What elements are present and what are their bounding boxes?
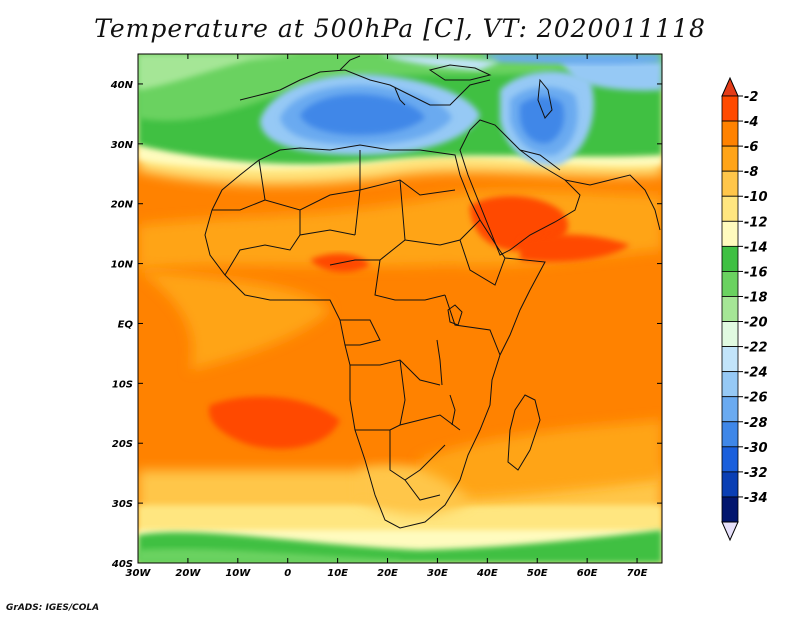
temperature-field: [138, 54, 662, 563]
lon-tick-label: 10W: [225, 568, 251, 579]
colorbar-swatch: [721, 220, 739, 247]
colorbar-label: -8: [744, 165, 758, 180]
lon-tick-label: 30E: [427, 568, 448, 579]
colorbar-swatch: [721, 446, 739, 473]
lat-tick-label: 40N: [110, 80, 134, 91]
lon-tick-label: 20W: [175, 568, 201, 579]
lon-tick-label: 0: [284, 568, 291, 579]
colorbar-label: -14: [744, 240, 768, 255]
lat-tick-label: 10S: [112, 379, 133, 390]
colorbar-label: -26: [744, 391, 768, 406]
colorbar-label: -28: [744, 416, 768, 431]
colorbar-swatch: [721, 471, 739, 498]
colorbar-label: -30: [744, 441, 768, 456]
colorbar-label: -18: [744, 290, 768, 305]
lat-tick-label: EQ: [118, 319, 134, 330]
colorbar-swatch: [721, 421, 739, 448]
lon-tick-label: 40E: [476, 568, 498, 579]
colorbar-swatch: [721, 245, 739, 272]
colorbar-swatch: [721, 120, 739, 147]
lon-tick-label: 20E: [377, 568, 398, 579]
colorbar-swatch: [721, 371, 739, 398]
lon-tick-label: 10E: [327, 568, 348, 579]
lon-tick-label: 70E: [627, 568, 648, 579]
colorbar-swatch: [721, 170, 739, 197]
lon-tick-label: 30W: [126, 568, 152, 579]
lat-tick-label: 30N: [111, 140, 134, 151]
colorbar-bottom-arrow: [721, 521, 739, 542]
colorbar-label: -10: [744, 190, 768, 205]
map-title: Temperature at 500hPa [C], VT: 202001111…: [94, 14, 706, 43]
footer-credit: GrADS: IGES/COLA: [6, 603, 100, 613]
colorbar-swatch: [721, 296, 739, 322]
colorbar-label: -12: [744, 215, 768, 230]
colorbar-swatch: [721, 346, 739, 373]
colorbar-label: -32: [744, 466, 768, 481]
colorbar-swatch: [721, 271, 739, 297]
lon-tick-label: 50E: [527, 568, 548, 579]
colorbar-swatch: [721, 321, 739, 347]
coastlines: [204, 55, 661, 529]
colorbar-label: -16: [744, 265, 768, 280]
colorbar-swatch: [721, 496, 739, 523]
colorbar-label: -20: [744, 316, 768, 331]
colorbar-label: -6: [744, 140, 758, 155]
colorbar-label: -24: [744, 366, 768, 381]
colorbar: -2 -4 -6 -8 -10 -12 -14 -16 -18 -20 -22 -24 -26 -28 -3…: [721, 76, 768, 542]
colorbar-swatch: [721, 95, 739, 122]
lat-tick-label: 20N: [111, 200, 134, 211]
lon-tick-label: 60E: [577, 568, 598, 579]
colorbar-swatch: [721, 195, 739, 222]
colorbar-swatch: [721, 145, 739, 172]
colorbar-top-arrow: [721, 76, 739, 97]
lat-tick-label: 10N: [111, 260, 134, 271]
lat-tick-label: 30S: [112, 499, 133, 510]
colorbar-label: -34: [744, 491, 768, 506]
plot-frame: [137, 53, 663, 564]
colorbar-label: -2: [744, 90, 758, 105]
lat-tick-label: 40S: [111, 559, 133, 570]
colorbar-label: -4: [744, 115, 758, 130]
colorbar-swatch: [721, 396, 739, 423]
lat-tick-label: 20S: [112, 439, 133, 450]
map-axes: 30W 20W 10W 0 10E 20E 30E 40E 50E 60E 70E 40N 30N 20N…: [110, 54, 662, 579]
colorbar-label: -22: [744, 341, 768, 356]
